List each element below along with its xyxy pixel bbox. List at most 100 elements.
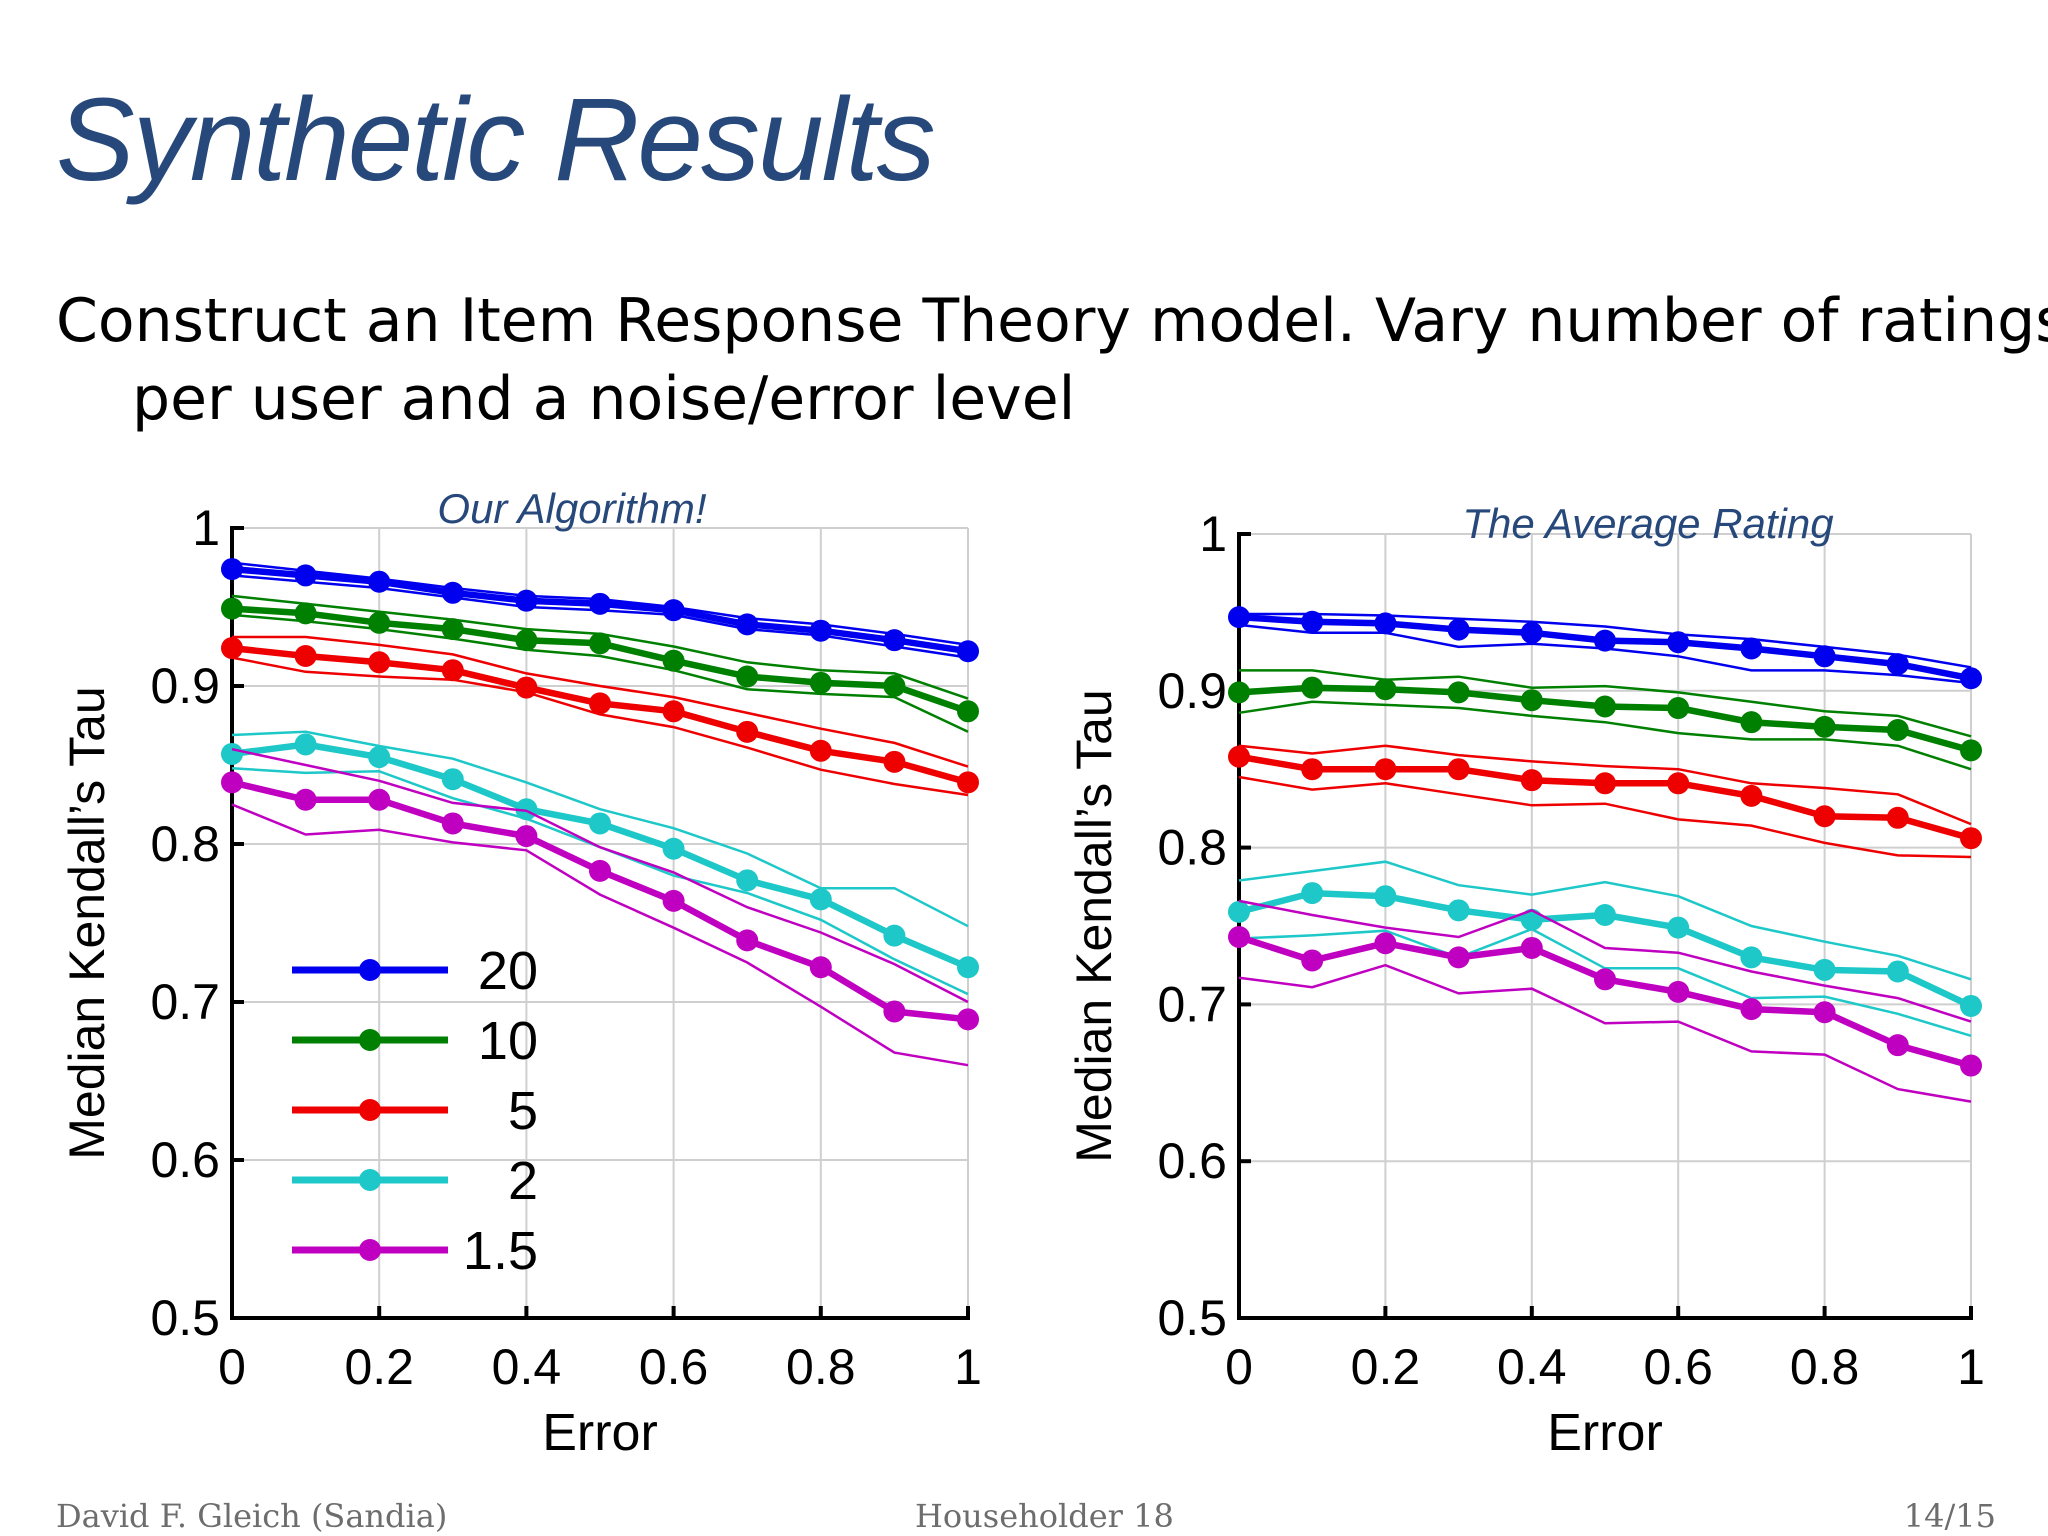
data-point — [294, 564, 317, 587]
data-point — [368, 788, 391, 811]
series-2 — [1228, 860, 1982, 1037]
data-point — [1447, 946, 1470, 969]
data-point — [1813, 1001, 1836, 1024]
data-point — [662, 649, 685, 672]
data-point — [441, 659, 464, 682]
series-lower-bound-line — [231, 656, 969, 797]
data-point — [809, 956, 832, 979]
series-upper-bound-line — [231, 730, 969, 928]
data-point — [221, 597, 243, 620]
x-axis-label: Error — [1547, 1404, 1663, 1462]
data-point — [368, 746, 391, 769]
data-point — [1228, 681, 1250, 704]
series-20 — [221, 558, 979, 663]
x-tick-label: 1 — [1957, 1339, 1985, 1395]
data-point — [1813, 805, 1836, 828]
data-point — [1740, 784, 1763, 807]
series-upper-bound-line — [1239, 612, 1972, 669]
data-point — [589, 812, 611, 835]
data-point — [1301, 758, 1324, 781]
chart-title: Our Algorithm! — [437, 485, 707, 532]
data-point — [1594, 968, 1616, 991]
data-point — [1447, 758, 1470, 781]
data-point — [1886, 653, 1909, 676]
data-point — [1447, 618, 1470, 641]
data-point — [1740, 637, 1763, 660]
data-point — [294, 602, 317, 625]
data-point — [1301, 610, 1324, 633]
data-point — [368, 651, 391, 674]
data-point — [221, 637, 243, 660]
data-point — [1960, 994, 1982, 1017]
data-point — [883, 629, 906, 652]
data-point — [883, 675, 906, 697]
data-point — [1886, 1034, 1909, 1057]
data-point — [957, 700, 979, 723]
chart-2: 0 0.2 0.4 0.6 0.8 1 0.5 0.6 0.7 0.8 0.9 1 Error Media… — [1066, 500, 1985, 1462]
series-10 — [221, 594, 979, 733]
data-point — [294, 733, 317, 756]
series-upper-bound-line — [232, 635, 969, 768]
data-point — [809, 671, 832, 694]
data-point — [809, 888, 832, 911]
series-5 — [221, 635, 979, 797]
legend: 20 10 5 2 1.5 — [292, 941, 538, 1281]
x-tick-label: 0.6 — [1643, 1339, 1713, 1395]
data-point — [221, 742, 243, 765]
data-point — [809, 619, 832, 642]
data-point — [1960, 827, 1982, 850]
x-tick-label: 0.8 — [1790, 1339, 1860, 1395]
data-point — [1228, 900, 1250, 923]
data-point — [1667, 916, 1690, 939]
data-point — [515, 676, 538, 699]
legend-marker — [359, 1239, 381, 1261]
data-point — [515, 629, 538, 652]
data-point — [736, 613, 759, 636]
data-point — [441, 581, 464, 604]
data-point — [662, 700, 685, 723]
data-point — [1301, 949, 1324, 972]
y-tick-label: 0.9 — [150, 658, 220, 714]
data-point — [441, 812, 464, 835]
y-tick-label: 1 — [192, 500, 220, 556]
data-point — [1667, 772, 1690, 795]
data-point — [1740, 946, 1763, 969]
y-tick-label: 0.8 — [1157, 820, 1227, 876]
data-point — [515, 589, 538, 612]
legend-label: 2 — [508, 1151, 538, 1211]
y-tick-label: 0.9 — [1157, 663, 1227, 719]
data-point — [1301, 676, 1324, 699]
data-point — [1447, 899, 1470, 922]
data-point — [589, 632, 611, 655]
x-tick-label: 0.4 — [1497, 1339, 1567, 1395]
data-point — [736, 869, 759, 892]
data-point — [1886, 806, 1909, 829]
data-point — [1594, 629, 1616, 652]
series-upper-bound-line — [1239, 669, 1972, 738]
data-point — [589, 692, 611, 715]
data-point — [736, 929, 759, 952]
x-tick-label: 0 — [1225, 1339, 1253, 1395]
data-point — [1594, 904, 1616, 927]
data-point — [1813, 645, 1836, 668]
data-point — [1960, 1054, 1982, 1077]
data-point — [441, 768, 464, 791]
data-point — [1520, 769, 1543, 792]
legend-label: 1.5 — [463, 1221, 538, 1281]
data-point — [662, 599, 685, 622]
data-point — [1301, 882, 1324, 905]
series-median-line — [1238, 933, 1972, 1069]
legend-marker — [359, 959, 381, 981]
data-point — [883, 924, 906, 947]
y-tick-label: 0.8 — [150, 816, 220, 872]
footer-event: Householder 18 — [915, 1497, 1174, 1535]
data-point — [662, 889, 685, 912]
data-point — [221, 558, 243, 581]
data-point — [809, 739, 832, 762]
series-upper-bound-line — [1238, 899, 1972, 1023]
y-axis-label: Median Kendall’s Tau — [1066, 689, 1122, 1163]
slide-title: Synthetic Results — [56, 74, 936, 206]
data-point — [1594, 695, 1616, 718]
data-point — [662, 837, 685, 860]
